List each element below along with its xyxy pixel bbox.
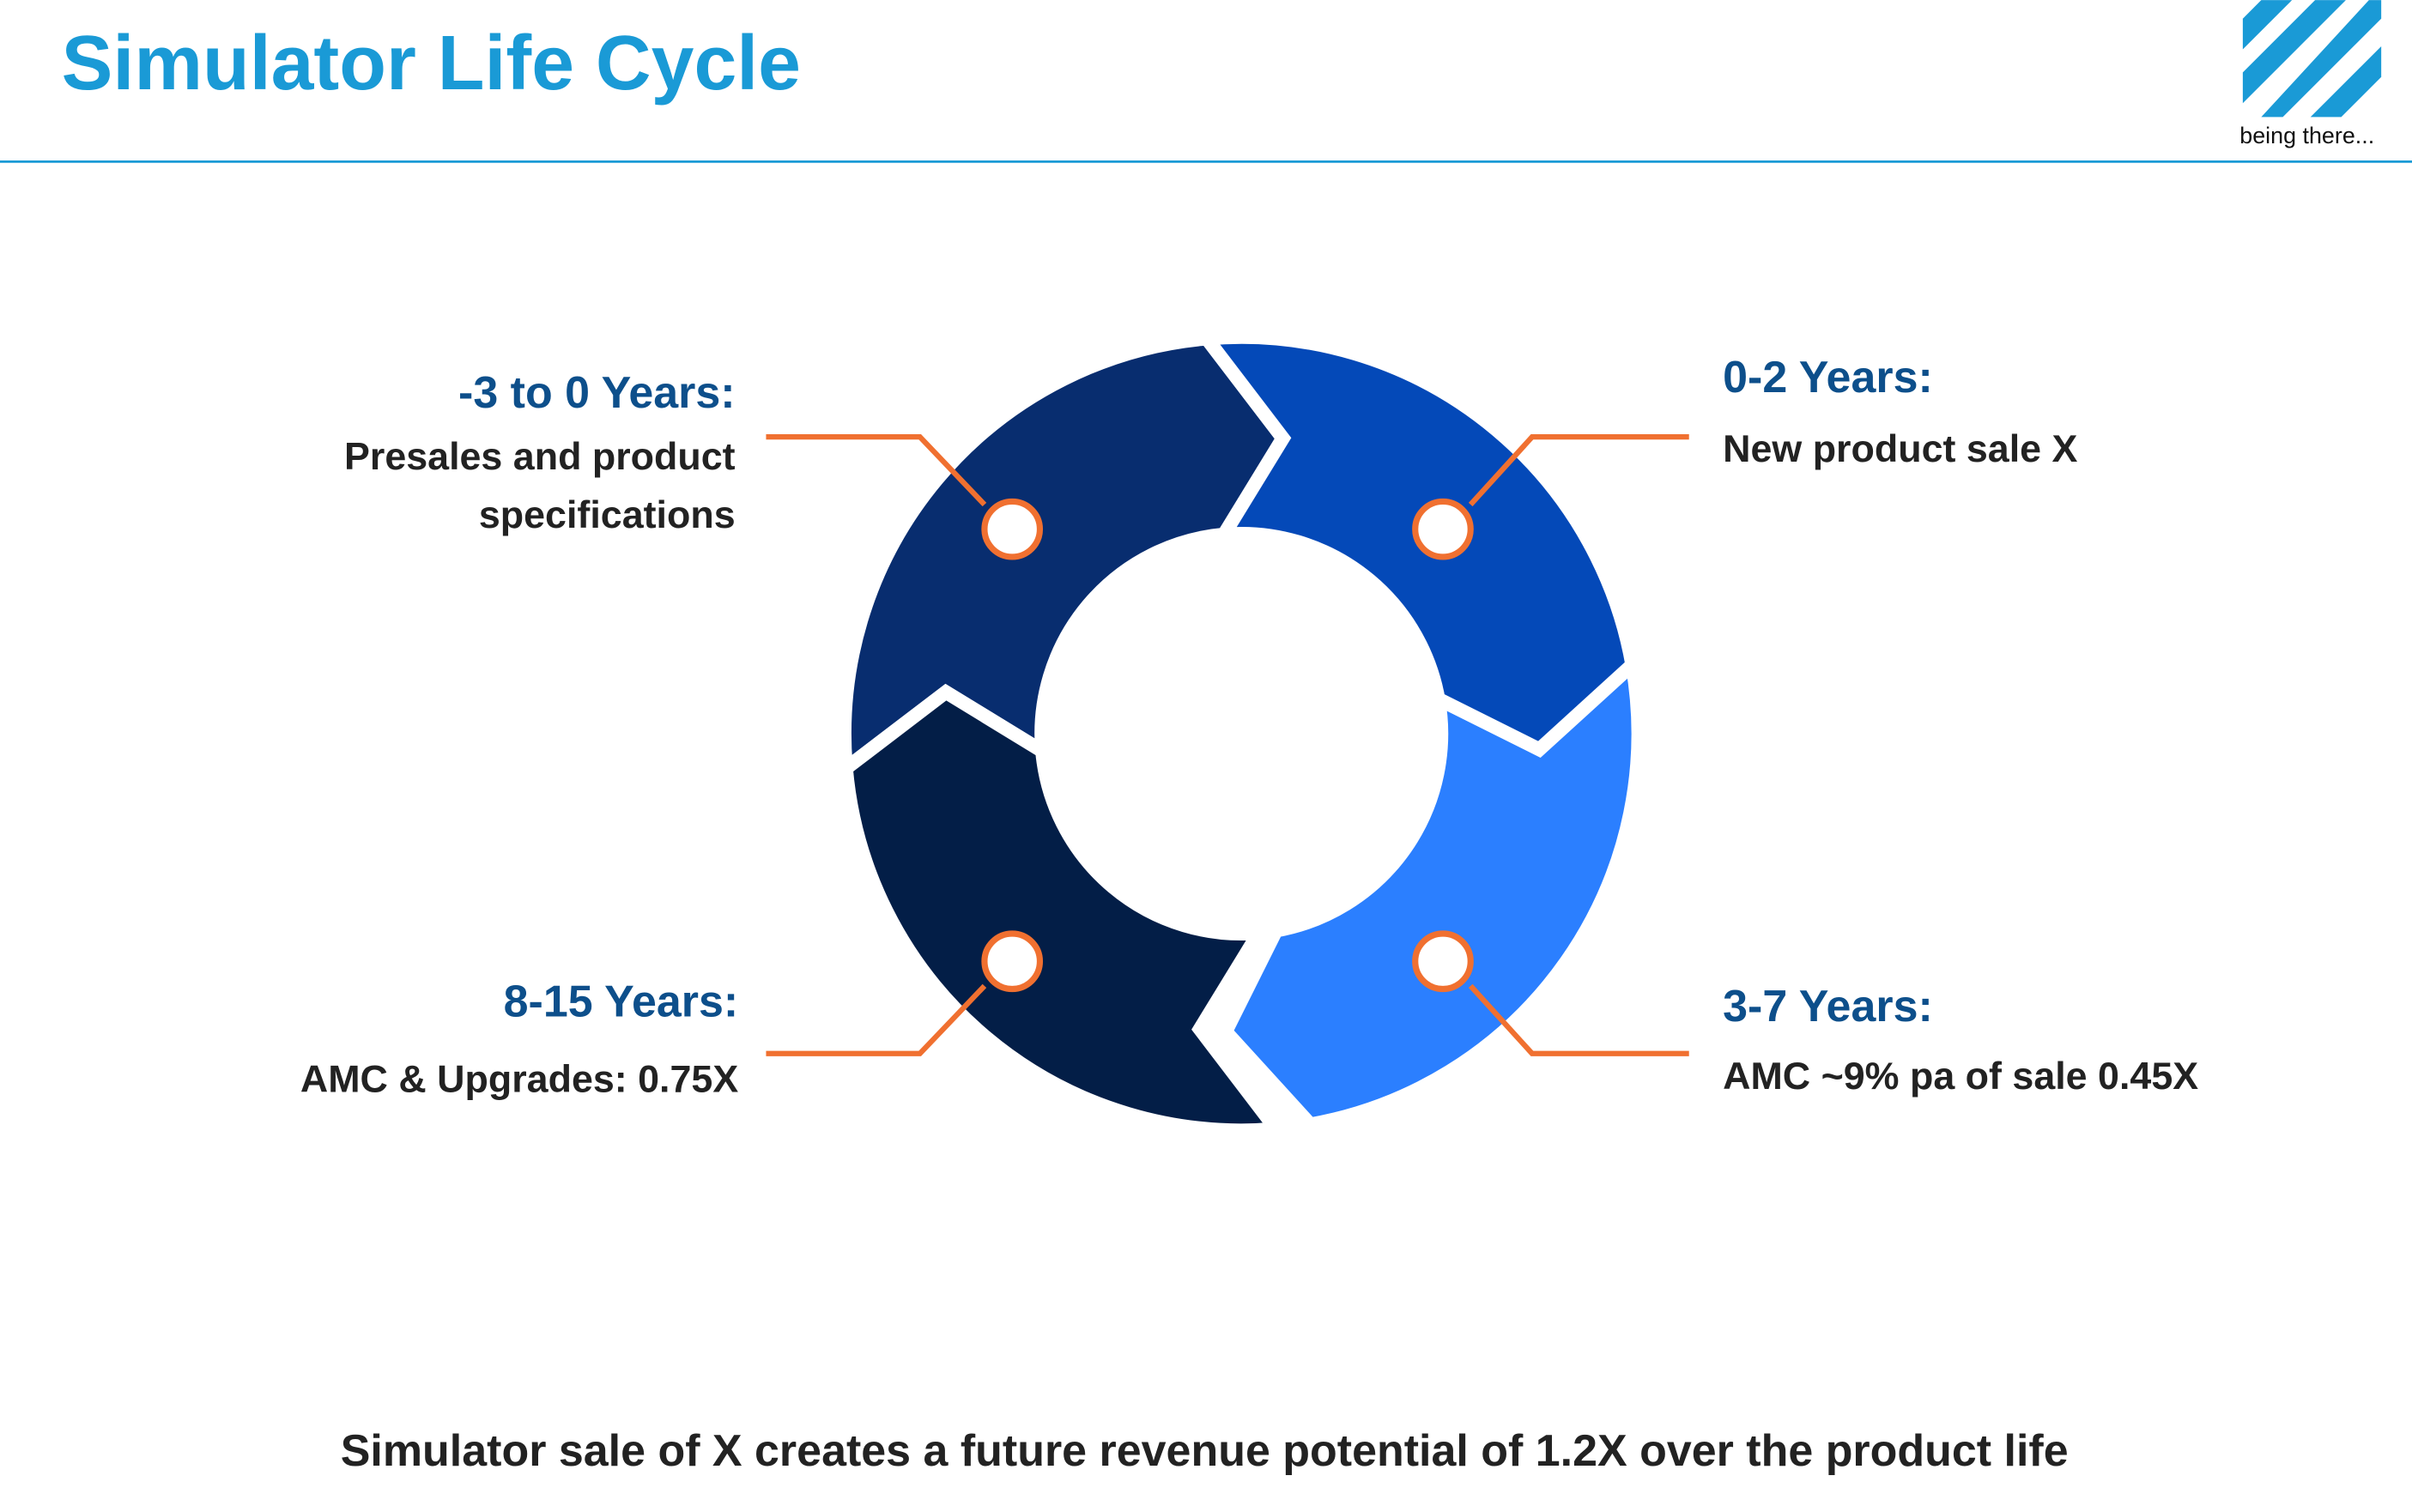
stage-description: Presales and product [344, 435, 736, 478]
logo [2242, 0, 2382, 118]
stage-heading: 8-15 Years: [504, 977, 739, 1027]
footer: Simulator sale of X creates a future rev… [341, 1426, 2069, 1476]
leader-line [1468, 434, 1689, 507]
leader-line [766, 983, 987, 1056]
ring-segment [837, 331, 1292, 782]
logo-tagline: being there... [2239, 123, 2374, 148]
cycle-ring [837, 330, 1645, 1138]
leader-line [766, 434, 987, 507]
stage-heading: -3 to 0 Years: [458, 368, 736, 418]
marker [981, 498, 1044, 560]
stage-heading: 0-2 Years: [1723, 353, 1933, 402]
stage-labels: -3 to 0 Years: Presales and product specif… [300, 353, 2198, 1100]
leader-line [1468, 983, 1689, 1056]
stage-description: New product sale X [1723, 427, 2077, 470]
marker [1412, 930, 1474, 993]
ring-segment [1217, 650, 1645, 1133]
marker [1412, 498, 1474, 560]
ring-segment [839, 683, 1289, 1138]
ring-segment [1193, 330, 1645, 784]
marker [981, 930, 1044, 993]
stage-description: AMC ~9% pa of sale 0.45X [1723, 1055, 2198, 1098]
title: Simulator Life Cycle [62, 20, 801, 106]
stage-description: specifications [479, 493, 736, 536]
stage-heading: 3-7 Years: [1723, 982, 1933, 1031]
stage-description: AMC & Upgrades: 0.75X [300, 1058, 738, 1101]
